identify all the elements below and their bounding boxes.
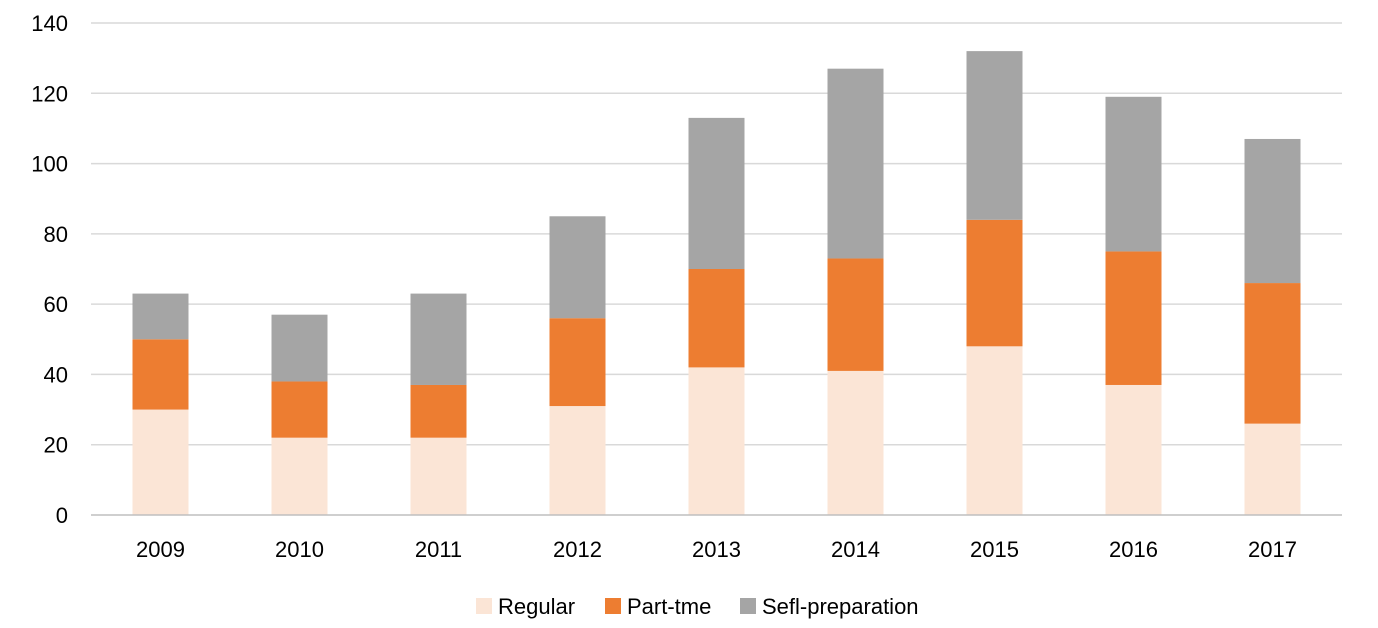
legend-swatch-part-tme: [605, 598, 621, 614]
bar-segment-sefl-preparation-2012: [549, 216, 606, 319]
y-tick-label: 80: [44, 222, 68, 247]
x-axis-tick-labels: 2009 2010 2011 2012 2013 2014 2015 2016 2017: [136, 537, 1297, 562]
legend-label-part-tme: Part-tme: [627, 594, 711, 619]
y-tick-label: 60: [44, 292, 68, 317]
legend-swatch-sefl-preparation: [740, 598, 756, 614]
y-tick-label: 120: [31, 81, 68, 106]
bar-segment-part-tme-2015: [966, 219, 1023, 347]
x-tick-label: 2011: [415, 537, 462, 562]
bar-segment-regular-2012: [549, 406, 606, 515]
bar-segment-part-tme-2016: [1105, 251, 1162, 385]
bar-segment-regular-2011: [410, 437, 467, 515]
x-tick-label: 2015: [970, 537, 1019, 562]
bar-segment-regular-2016: [1105, 384, 1162, 515]
x-tick-label: 2009: [136, 537, 185, 562]
legend-label-sefl-preparation: Sefl-preparation: [762, 594, 919, 619]
bar-segment-part-tme-2011: [410, 384, 467, 438]
y-tick-label: 100: [31, 152, 68, 177]
bar-segment-part-tme-2017: [1244, 283, 1301, 424]
bar-segment-part-tme-2014: [827, 258, 884, 371]
bar-segment-sefl-preparation-2013: [688, 117, 745, 269]
bar-segment-part-tme-2013: [688, 269, 745, 368]
y-tick-label: 40: [44, 362, 68, 387]
bar-segment-regular-2015: [966, 346, 1023, 515]
x-tick-label: 2013: [692, 537, 741, 562]
x-tick-label: 2010: [275, 537, 324, 562]
legend-label-regular: Regular: [498, 594, 575, 619]
bar-segment-regular-2013: [688, 367, 745, 515]
bar-segment-part-tme-2012: [549, 318, 606, 407]
y-tick-label: 140: [31, 11, 68, 36]
bars: [132, 51, 1301, 515]
bar-segment-regular-2009: [132, 409, 189, 515]
bar-segment-sefl-preparation-2015: [966, 51, 1023, 220]
bar-segment-sefl-preparation-2017: [1244, 138, 1301, 284]
bar-segment-regular-2014: [827, 370, 884, 515]
bar-segment-sefl-preparation-2009: [132, 293, 189, 340]
bar-segment-regular-2010: [271, 437, 328, 515]
x-tick-label: 2016: [1109, 537, 1158, 562]
bar-segment-sefl-preparation-2014: [827, 68, 884, 259]
legend-swatch-regular: [476, 598, 492, 614]
y-tick-label: 20: [44, 433, 68, 458]
x-tick-label: 2017: [1248, 537, 1297, 562]
x-tick-label: 2012: [553, 537, 602, 562]
x-tick-label: 2014: [831, 537, 880, 562]
y-tick-label: 0: [56, 503, 68, 528]
bar-segment-part-tme-2009: [132, 339, 189, 410]
y-axis-tick-labels: 0 20 40 60 80 100 120 140: [31, 11, 68, 528]
bar-segment-part-tme-2010: [271, 381, 328, 438]
legend: Regular Part-tme Sefl-preparation: [476, 594, 919, 619]
bar-segment-sefl-preparation-2010: [271, 314, 328, 382]
bar-segment-sefl-preparation-2011: [410, 293, 467, 385]
bar-segment-sefl-preparation-2016: [1105, 96, 1162, 252]
bar-segment-regular-2017: [1244, 423, 1301, 515]
